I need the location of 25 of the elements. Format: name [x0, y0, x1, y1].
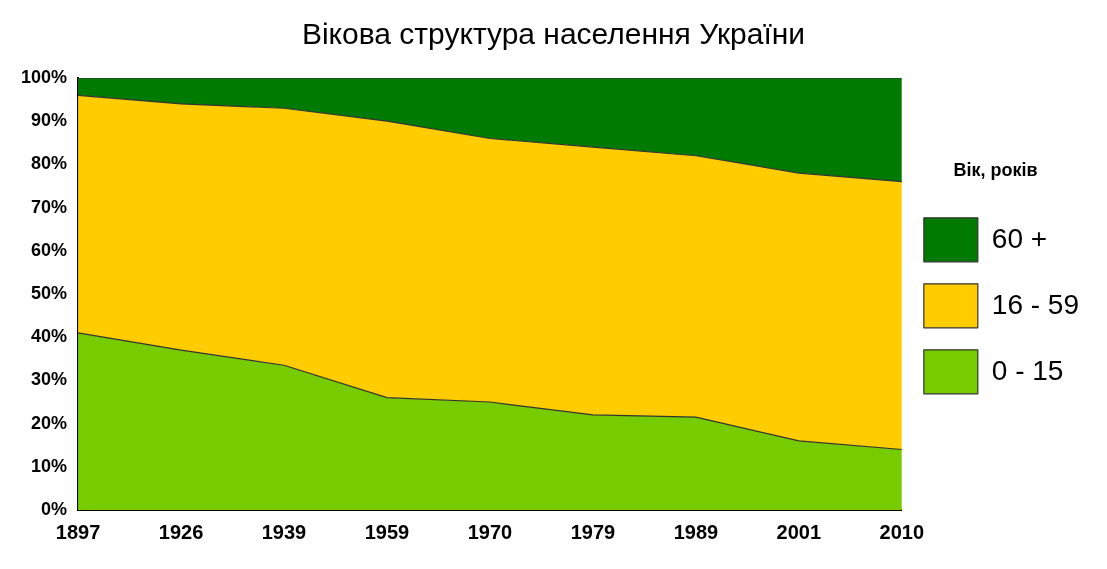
- legend-label: 0 - 15: [991, 354, 1064, 386]
- x-tick-label: 2001: [776, 520, 822, 543]
- legend-label: 60 +: [991, 222, 1048, 254]
- legend-title: Вік, років: [953, 160, 1038, 181]
- x-tick-label: 1959: [364, 520, 410, 543]
- y-tick-label: 20%: [31, 412, 68, 433]
- x-tick-label: 1989: [673, 520, 719, 543]
- legend-label: 16 - 59: [991, 288, 1079, 320]
- y-tick-label: 100%: [20, 66, 68, 87]
- y-tick-label: 50%: [31, 282, 68, 303]
- x-tick-label: 1979: [570, 520, 616, 543]
- y-tick-label: 40%: [31, 326, 68, 347]
- chart-title: Вікова структура населення України: [301, 17, 806, 51]
- x-tick-label: 1970: [467, 520, 513, 543]
- y-tick-label: 80%: [31, 153, 68, 174]
- x-tick-label: 2010: [879, 520, 925, 543]
- x-tick-label: 1939: [261, 520, 307, 543]
- y-tick-label: 70%: [31, 196, 68, 217]
- y-tick-label: 90%: [31, 110, 68, 131]
- x-tick-label: 1897: [55, 520, 101, 543]
- y-tick-label: 10%: [31, 455, 68, 476]
- y-tick-label: 60%: [31, 239, 68, 260]
- y-tick-label: 30%: [31, 369, 68, 390]
- y-tick-label: 0%: [41, 498, 68, 519]
- x-tick-label: 1926: [158, 520, 204, 543]
